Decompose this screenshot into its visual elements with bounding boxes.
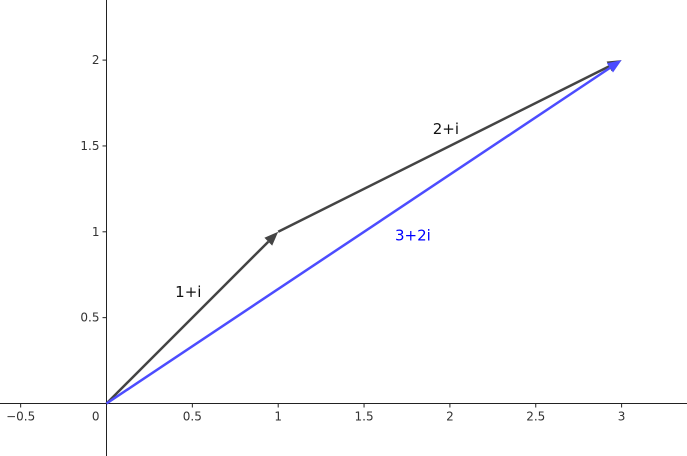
y-tick-label: 1: [92, 225, 100, 239]
y-tick-label: 2: [92, 53, 100, 67]
vector-2+i-line: [277, 65, 610, 233]
y-tick-label: 0.5: [80, 311, 99, 325]
origin-label: 0: [92, 410, 100, 424]
x-tick-label: 2.5: [526, 410, 545, 424]
y-tick-label: 1.5: [80, 139, 99, 153]
vector-arrowhead: [264, 231, 279, 246]
vector-arrowhead: [606, 60, 622, 73]
x-tick-label: −0.5: [6, 410, 35, 424]
x-tick-label: 0.5: [183, 410, 202, 424]
x-tick-label: 1: [274, 410, 282, 424]
vector-label: 3+2i: [395, 226, 431, 244]
vector-3+2i-line: [105, 66, 611, 405]
x-tick-label: 2: [446, 410, 454, 424]
x-tick-label: 3: [618, 410, 626, 424]
vector-label: 1+i: [175, 283, 201, 301]
vector-1+i-line: [105, 240, 270, 405]
vector-label: 2+i: [433, 120, 459, 138]
x-tick-label: 1.5: [355, 410, 374, 424]
